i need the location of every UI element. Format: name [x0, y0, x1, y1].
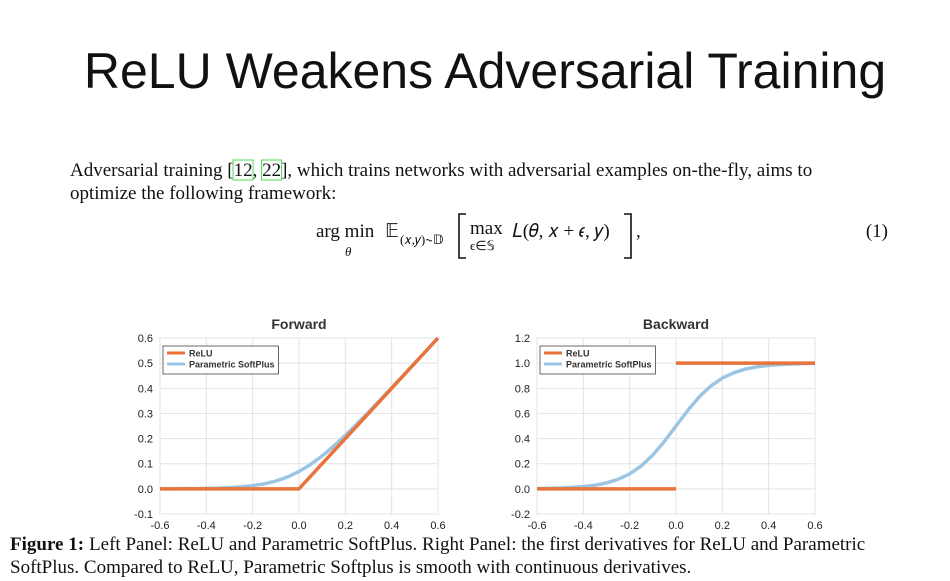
legend-box: [162, 345, 279, 375]
chart-title: Backward: [643, 316, 709, 332]
y-tick-label: 0.6: [138, 333, 153, 345]
y-tick-label: -0.2: [511, 509, 530, 521]
y-tick-label: 0.3: [138, 408, 153, 420]
y-tick-label: 0.4: [138, 383, 153, 395]
y-tick-label: 0.4: [515, 434, 530, 446]
x-tick-label: 0.6: [430, 520, 445, 532]
eq-operator: arg min: [316, 221, 375, 242]
eq-bracket-left: [458, 213, 466, 259]
y-tick-label: 0.0: [515, 484, 530, 496]
legend-label: Parametric SoftPlus: [189, 360, 275, 370]
x-tick-label: 0.6: [807, 520, 822, 532]
y-tick-label: 0.8: [515, 383, 530, 395]
y-tick-label: -0.1: [134, 509, 153, 521]
legend-label: Parametric SoftPlus: [566, 360, 652, 370]
legend-label: ReLU: [189, 349, 213, 359]
citation-box: [232, 159, 254, 181]
paragraph-text: Adversarial training [: [70, 160, 234, 181]
eq-number: (1): [866, 221, 888, 242]
y-tick-label: 1.2: [515, 333, 530, 345]
paragraph-text: ], which trains networks with adversaria…: [281, 160, 812, 181]
citation-box: [261, 159, 283, 181]
x-tick-label: -0.6: [528, 520, 547, 532]
line-series: [160, 336, 440, 491]
eq-expectation-sub: (𝑥,𝑦)∼𝔻: [400, 232, 444, 247]
citation-separator: ,: [253, 160, 263, 181]
slide-title: ReLU Weakens Adversarial Training: [84, 43, 886, 99]
citation: 12: [234, 160, 253, 181]
y-tick-label: 0.0: [138, 484, 153, 496]
y-tick-label: 0.2: [138, 434, 153, 446]
x-tick-label: 0.0: [668, 520, 683, 532]
chart-title: Forward: [271, 316, 326, 332]
y-tick-label: 0.5: [138, 358, 153, 370]
x-tick-label: 0.4: [761, 520, 776, 532]
x-tick-label: 0.2: [338, 520, 353, 532]
x-tick-label: -0.4: [574, 520, 593, 532]
paragraph-text: optimize the following framework:: [70, 183, 336, 204]
caption-label: Figure 1:: [10, 534, 84, 555]
x-tick-label: -0.2: [243, 520, 262, 532]
eq-inner-sub: ϵ∈𝕊: [470, 238, 495, 253]
x-tick-label: -0.6: [151, 520, 170, 532]
legend-label: ReLU: [566, 349, 590, 359]
chart: Forward -0.1 0.0 0.1 0.2 0.3 0.4 0.5 0.6 -0.6 -0.4…: [134, 316, 446, 532]
y-tick-label: 0.6: [515, 408, 530, 420]
eq-comma: ,: [636, 221, 641, 242]
eq-bracket-right: [624, 213, 632, 259]
caption-text: SoftPlus. Compared to ReLU, Parametric S…: [10, 557, 691, 578]
legend-box: [539, 345, 656, 375]
eq-inner-operator: max: [470, 218, 503, 239]
y-tick-label: 1.0: [515, 358, 530, 370]
chart: Backward-0.20.00.20.40.60.81.01.2-0.6 -0.…: [511, 316, 823, 532]
x-tick-label: -0.4: [197, 520, 216, 532]
x-tick-label: 0.2: [715, 520, 730, 532]
citation: 22: [262, 160, 281, 181]
x-tick-label: -0.2: [620, 520, 639, 532]
x-tick-label: 0.4: [384, 520, 399, 532]
eq-operator-sub: θ: [345, 244, 352, 259]
eq-expectation: 𝔼: [385, 221, 399, 242]
caption-text: Left Panel: ReLU and Parametric SoftPlus…: [89, 534, 865, 555]
y-tick-label: 0.2: [515, 459, 530, 471]
eq-body: 𝐿(𝜃, 𝑥 + 𝜖, 𝑦): [512, 221, 610, 242]
line-series: [537, 361, 815, 491]
equation: arg min θ 𝔼 (𝑥,𝑦)∼𝔻 max ϵ∈𝕊 𝐿(𝜃, 𝑥 + 𝜖, …: [316, 213, 888, 259]
line-series: [536, 361, 816, 491]
y-tick-label: 0.1: [138, 459, 153, 471]
x-tick-label: 0.0: [291, 520, 306, 532]
